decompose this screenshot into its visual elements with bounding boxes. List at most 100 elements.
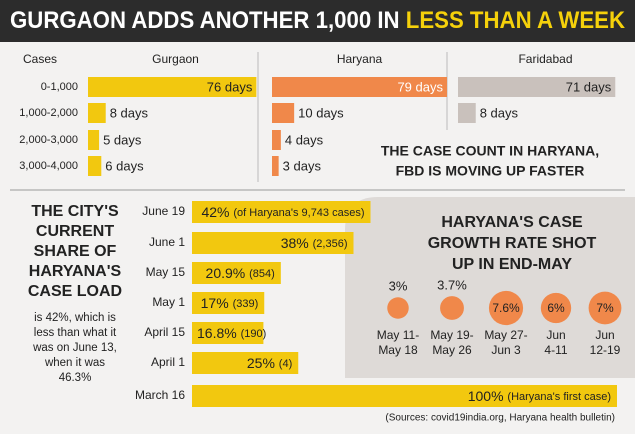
value-label-note: (190) (241, 328, 267, 340)
title-highlight: LESS THAN A WEEK (406, 7, 626, 34)
value-label: 71 days (566, 79, 612, 94)
section-title: SHARE OF (34, 243, 117, 260)
category-label: 3,000-4,000 (19, 160, 78, 172)
value-label-number: 20.9% (206, 265, 246, 281)
column-header: Cases (23, 52, 57, 66)
bar (458, 103, 476, 123)
section-title: GROWTH RATE SHOT (428, 235, 597, 252)
bar (272, 130, 281, 150)
section-note: when it was (44, 357, 105, 369)
value-label: 6 days (105, 158, 144, 173)
value-label: 3 days (283, 158, 322, 173)
bar (272, 156, 279, 176)
section-note: less than what it (34, 327, 117, 339)
value-label: 3.7% (437, 278, 467, 293)
section-title: CASE LOAD (28, 283, 122, 300)
section-note: was on June 13, (32, 342, 117, 354)
value-label: 76 days (207, 79, 253, 94)
category-label: May 1 (152, 295, 185, 309)
section-title: HARYANA'S (29, 263, 122, 280)
bar (192, 322, 264, 344)
category-label: Jun (546, 328, 565, 342)
category-label: May 26 (432, 343, 472, 357)
bubble-panel (345, 197, 635, 378)
bar (192, 385, 617, 407)
value-label: 7.6% (492, 301, 520, 315)
bubble (540, 292, 572, 324)
section-title: UP IN END-MAY (452, 256, 572, 273)
bar (88, 156, 102, 176)
bubble (387, 297, 409, 319)
bubble (588, 291, 622, 325)
category-label: April 1 (151, 355, 185, 369)
category-label: May 27- (484, 328, 527, 342)
category-label: June 19 (142, 204, 185, 218)
value-label-note: (of Haryana's 9,743 cases) (233, 207, 364, 219)
section-title: THE CITY'S (31, 203, 119, 220)
bar (192, 232, 354, 254)
source: (Sources: covid19india.org, Haryana heal… (385, 413, 615, 424)
value-label-note: (854) (249, 268, 275, 280)
bar (192, 292, 265, 314)
category-label: 0-1,000 (41, 81, 78, 93)
value-label: 7% (596, 301, 614, 315)
title: GURGAON ADDS ANOTHER 1,000 IN LESS THAN … (10, 7, 626, 34)
value-label: 17% (339) (201, 295, 259, 311)
section-note: 46.3% (59, 372, 92, 384)
bar (192, 201, 371, 223)
category-label: May 18 (378, 343, 418, 357)
value-label: 79 days (397, 79, 443, 94)
value-label: 25% (4) (247, 355, 292, 371)
title-main: GURGAON ADDS ANOTHER 1,000 IN (10, 7, 400, 34)
category-label: May 11- (377, 328, 419, 342)
category-label: June 1 (149, 235, 185, 249)
value-label: 38% (2,356) (281, 235, 348, 251)
bar (192, 352, 299, 374)
value-label: 8 days (110, 105, 149, 120)
value-label-note: (4) (279, 358, 292, 370)
legend-label: Faridabad (518, 52, 572, 66)
value-label-note: (Haryana's first case) (507, 391, 611, 403)
category-label: May 19- (430, 328, 473, 342)
bubble (488, 290, 524, 326)
category-label: 4-11 (544, 343, 567, 357)
value-label: 8 days (480, 105, 519, 120)
bar (88, 103, 106, 123)
category-label: March 16 (135, 388, 185, 402)
value-label: 4 days (285, 132, 324, 147)
bar (272, 103, 295, 123)
value-label-number: 100% (468, 388, 504, 404)
value-label-number: 16.8% (197, 325, 237, 341)
value-label: 3% (389, 279, 408, 294)
section-title: HARYANA'S CASE (441, 214, 583, 231)
category-label: May 15 (146, 265, 186, 279)
value-label-number: 17% (201, 295, 229, 311)
annotation: FBD IS MOVING UP FASTER (396, 163, 585, 179)
category-label: 2,000-3,000 (19, 134, 78, 146)
value-label-number: 38% (281, 235, 309, 251)
value-label-note: (2,356) (313, 238, 348, 250)
value-label-note: (339) (233, 298, 259, 310)
bubble (440, 296, 464, 320)
bar (458, 77, 616, 97)
value-label: 10 days (298, 105, 344, 120)
category-label: 1,000-2,000 (19, 107, 78, 119)
bar (192, 262, 281, 284)
value-label: 20.9% (854) (206, 265, 275, 281)
section-title: CURRENT (36, 223, 114, 240)
annotation: THE CASE COUNT IN HARYANA, (381, 143, 599, 159)
section-note: is 42%, which is (34, 312, 116, 324)
bar (88, 130, 100, 150)
value-label: 42% (of Haryana's 9,743 cases) (201, 204, 364, 220)
legend-label: Gurgaon (152, 52, 199, 66)
value-label-number: 25% (247, 355, 275, 371)
value-label: 6% (547, 301, 565, 315)
bar (88, 77, 257, 97)
legend-label: Haryana (337, 52, 383, 66)
category-label: 12-19 (590, 343, 621, 357)
title-bar (0, 0, 635, 42)
value-label: 5 days (103, 132, 142, 147)
value-label: 100% (Haryana's first case) (468, 388, 611, 404)
category-label: April 15 (144, 325, 185, 339)
